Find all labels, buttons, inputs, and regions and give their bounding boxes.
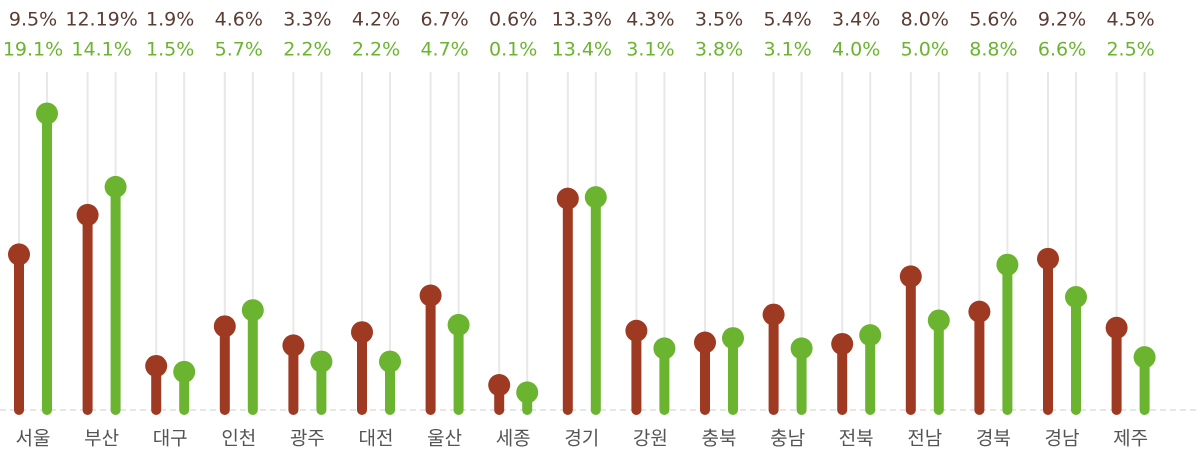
x-tick-label: 전남: [907, 428, 942, 450]
dot: [213, 315, 236, 338]
dot: [584, 186, 607, 209]
value-label: 8.0%: [901, 9, 949, 31]
value-label: 4.0%: [832, 39, 880, 61]
dot: [8, 243, 30, 266]
value-label: 3.1%: [626, 39, 674, 61]
x-tick-label: 부산: [84, 428, 119, 450]
value-label: 12.19%: [65, 9, 137, 31]
x-tick-label: 전북: [839, 428, 874, 450]
dot: [241, 299, 264, 322]
value-label: 4.5%: [1106, 9, 1154, 31]
value-label: 4.3%: [626, 9, 674, 31]
value-label: 19.1%: [3, 39, 63, 61]
dot: [996, 253, 1019, 276]
value-label: 9.2%: [1038, 9, 1086, 31]
value-label: 2.5%: [1106, 39, 1154, 61]
value-label: 13.3%: [552, 9, 612, 31]
dot: [790, 337, 813, 360]
dot: [899, 265, 922, 288]
value-label: 4.6%: [215, 9, 263, 31]
value-label: 1.9%: [146, 9, 194, 31]
value-label: 14.1%: [71, 39, 131, 61]
value-label: 5.7%: [215, 39, 263, 61]
x-tick-label: 경북: [976, 428, 1011, 450]
dot: [488, 374, 511, 397]
dot: [625, 319, 648, 342]
value-label: 0.6%: [489, 9, 537, 31]
dot: [1133, 346, 1156, 369]
dot: [831, 332, 854, 355]
dot: [351, 321, 373, 344]
value-label: 5.4%: [763, 9, 811, 31]
dot: [968, 300, 991, 323]
dot: [694, 331, 716, 354]
x-tick-label: 경기: [564, 428, 599, 450]
value-label: 1.5%: [146, 39, 194, 61]
x-tick-label: 경남: [1045, 428, 1080, 450]
dot: [516, 381, 539, 404]
x-tick-label: 충남: [770, 428, 805, 450]
dot: [76, 203, 99, 226]
dot: [419, 284, 442, 307]
value-label: 2.2%: [352, 39, 400, 61]
dot: [173, 360, 196, 383]
value-label: 9.5%: [9, 9, 57, 31]
value-label: 6.7%: [420, 9, 468, 31]
x-tick-label: 충북: [702, 428, 737, 450]
value-label: 6.6%: [1038, 39, 1086, 61]
x-tick-label: 서울: [16, 428, 51, 450]
x-tick-label: 대구: [153, 428, 188, 450]
value-label: 0.1%: [489, 39, 537, 61]
x-tick-label: 울산: [427, 428, 462, 450]
dot: [927, 309, 950, 332]
value-label: 8.8%: [969, 39, 1017, 61]
dot: [145, 354, 168, 377]
x-tick-label: 대전: [359, 428, 394, 450]
dot: [722, 327, 744, 350]
dot: [1037, 247, 1059, 270]
value-label: 5.0%: [901, 39, 949, 61]
dot: [310, 350, 333, 373]
value-label: 3.1%: [763, 39, 811, 61]
value-label: 4.2%: [352, 9, 400, 31]
value-label: 13.4%: [552, 39, 612, 61]
dot: [653, 337, 676, 360]
dot: [379, 350, 401, 373]
dot: [282, 334, 305, 357]
dot: [859, 324, 882, 347]
dot: [1105, 316, 1128, 339]
value-label: 5.6%: [969, 9, 1017, 31]
value-label: 3.5%: [695, 9, 743, 31]
dot: [36, 102, 58, 125]
dot: [447, 313, 470, 336]
dot: [1065, 285, 1087, 308]
dot: [762, 303, 785, 326]
value-label: 4.7%: [420, 39, 468, 61]
value-label: 3.8%: [695, 39, 743, 61]
x-tick-label: 강원: [633, 428, 668, 450]
x-tick-label: 광주: [290, 428, 325, 450]
value-label: 3.4%: [832, 9, 880, 31]
x-tick-label: 제주: [1113, 428, 1148, 450]
dot: [104, 175, 127, 198]
x-tick-label: 인천: [221, 428, 256, 450]
x-tick-label: 세종: [496, 428, 531, 450]
value-label: 3.3%: [283, 9, 331, 31]
dot: [556, 187, 579, 210]
value-label: 2.2%: [283, 39, 331, 61]
